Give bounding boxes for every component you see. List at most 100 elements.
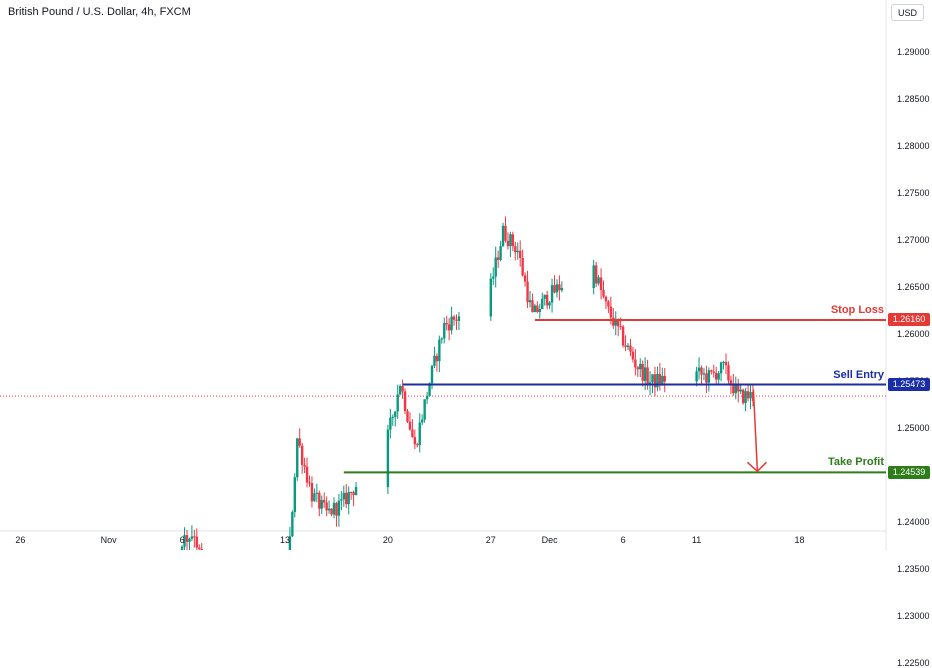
price-tick-label: 1.23500 bbox=[897, 564, 930, 574]
candle-body bbox=[386, 429, 390, 488]
down-arrow-icon bbox=[746, 389, 767, 473]
candle-body bbox=[296, 438, 299, 478]
price-tick-label: 1.28500 bbox=[897, 94, 930, 104]
candle-body bbox=[408, 421, 412, 430]
candle-body bbox=[401, 386, 404, 392]
candle-body bbox=[185, 535, 189, 542]
candle-body bbox=[308, 482, 311, 484]
candle-body bbox=[619, 326, 622, 328]
candle-body bbox=[403, 391, 407, 412]
candle-body bbox=[621, 326, 625, 346]
candle-body bbox=[612, 317, 615, 326]
price-tick-label: 1.26000 bbox=[897, 329, 930, 339]
candle-body bbox=[394, 411, 397, 417]
candle-body bbox=[656, 373, 659, 388]
time-tick-label: 13 bbox=[279, 535, 290, 545]
candle-body bbox=[310, 483, 314, 502]
candle-body bbox=[648, 382, 652, 385]
price-tick-label: 1.23000 bbox=[897, 611, 930, 621]
price-tick-label: 1.27500 bbox=[897, 188, 930, 198]
candle-body bbox=[553, 285, 556, 293]
time-tick-label: Nov bbox=[100, 535, 117, 545]
candle-body bbox=[190, 536, 194, 539]
time-tick-label: 6 bbox=[179, 535, 185, 545]
price-chart[interactable] bbox=[0, 0, 932, 550]
candle-body bbox=[599, 277, 603, 291]
candle-body bbox=[501, 225, 505, 247]
candle-body bbox=[707, 370, 711, 383]
candle-body bbox=[438, 339, 441, 362]
candle-body bbox=[330, 508, 333, 515]
candle-body bbox=[413, 437, 417, 445]
candle-body bbox=[332, 502, 336, 515]
candle-body bbox=[545, 294, 549, 306]
trade-levels bbox=[343, 318, 886, 474]
candle-body bbox=[741, 389, 745, 404]
candle-body bbox=[533, 305, 537, 313]
candle-body bbox=[335, 502, 338, 516]
candle-body bbox=[653, 374, 657, 388]
candle-body bbox=[303, 464, 306, 467]
candle-body bbox=[626, 345, 630, 347]
candle-body bbox=[514, 246, 517, 253]
price-tick-label: 1.27000 bbox=[897, 235, 930, 245]
candle-body bbox=[555, 284, 559, 293]
candle-body bbox=[180, 546, 184, 550]
candle-body bbox=[724, 362, 728, 366]
candle-body bbox=[193, 536, 196, 538]
price-tick-label: 1.28000 bbox=[897, 141, 930, 151]
candle-body bbox=[523, 275, 527, 282]
candle-body bbox=[712, 371, 715, 373]
candle-body bbox=[526, 281, 529, 303]
level-price-tag: 1.25473 bbox=[888, 378, 930, 392]
candle-body bbox=[634, 359, 637, 368]
candle-body bbox=[536, 305, 539, 313]
candle-body bbox=[325, 502, 328, 511]
candle-body bbox=[504, 225, 507, 241]
candle-body bbox=[411, 429, 414, 438]
candle-body bbox=[445, 323, 448, 325]
candle-body bbox=[744, 391, 747, 404]
candle-body bbox=[710, 370, 713, 372]
candle-body bbox=[450, 316, 453, 331]
candle-body bbox=[519, 250, 522, 259]
candle-body bbox=[421, 419, 424, 423]
candle-body bbox=[558, 284, 561, 291]
time-tick-label: 11 bbox=[691, 535, 702, 545]
candle-body bbox=[200, 548, 203, 550]
candle-body bbox=[643, 367, 647, 381]
time-tick-label: Dec bbox=[541, 535, 558, 545]
candle-body bbox=[323, 500, 326, 503]
candle-body bbox=[416, 444, 419, 446]
candle-body bbox=[298, 438, 301, 446]
candle-body bbox=[430, 365, 434, 384]
candle-body bbox=[428, 383, 431, 397]
candle-body bbox=[492, 276, 495, 279]
candle-body bbox=[337, 500, 341, 516]
arrow-shaft bbox=[752, 389, 759, 472]
currency-button[interactable]: USD bbox=[891, 4, 924, 21]
candle-body bbox=[722, 362, 725, 364]
candle-body bbox=[737, 384, 740, 392]
candle-body bbox=[729, 380, 733, 385]
candle-body bbox=[639, 363, 642, 370]
candle-body bbox=[695, 371, 698, 382]
candle-body bbox=[291, 511, 294, 537]
candle-body bbox=[440, 338, 443, 340]
candle-body bbox=[602, 290, 605, 297]
candle-body bbox=[300, 445, 304, 465]
candle-body bbox=[629, 345, 632, 352]
candle-body bbox=[734, 384, 737, 394]
candle-body bbox=[624, 345, 627, 347]
level-price-tag: 1.24539 bbox=[888, 465, 930, 479]
candle-body bbox=[511, 234, 515, 247]
candle-body bbox=[697, 367, 701, 372]
candle-body bbox=[641, 363, 644, 381]
candle-body bbox=[455, 319, 458, 321]
candle-body bbox=[631, 351, 635, 360]
candle-body bbox=[327, 508, 331, 511]
candle-body bbox=[496, 257, 500, 260]
candle-body bbox=[550, 285, 554, 303]
time-tick-label: 18 bbox=[794, 535, 805, 545]
candle-body bbox=[661, 375, 664, 384]
